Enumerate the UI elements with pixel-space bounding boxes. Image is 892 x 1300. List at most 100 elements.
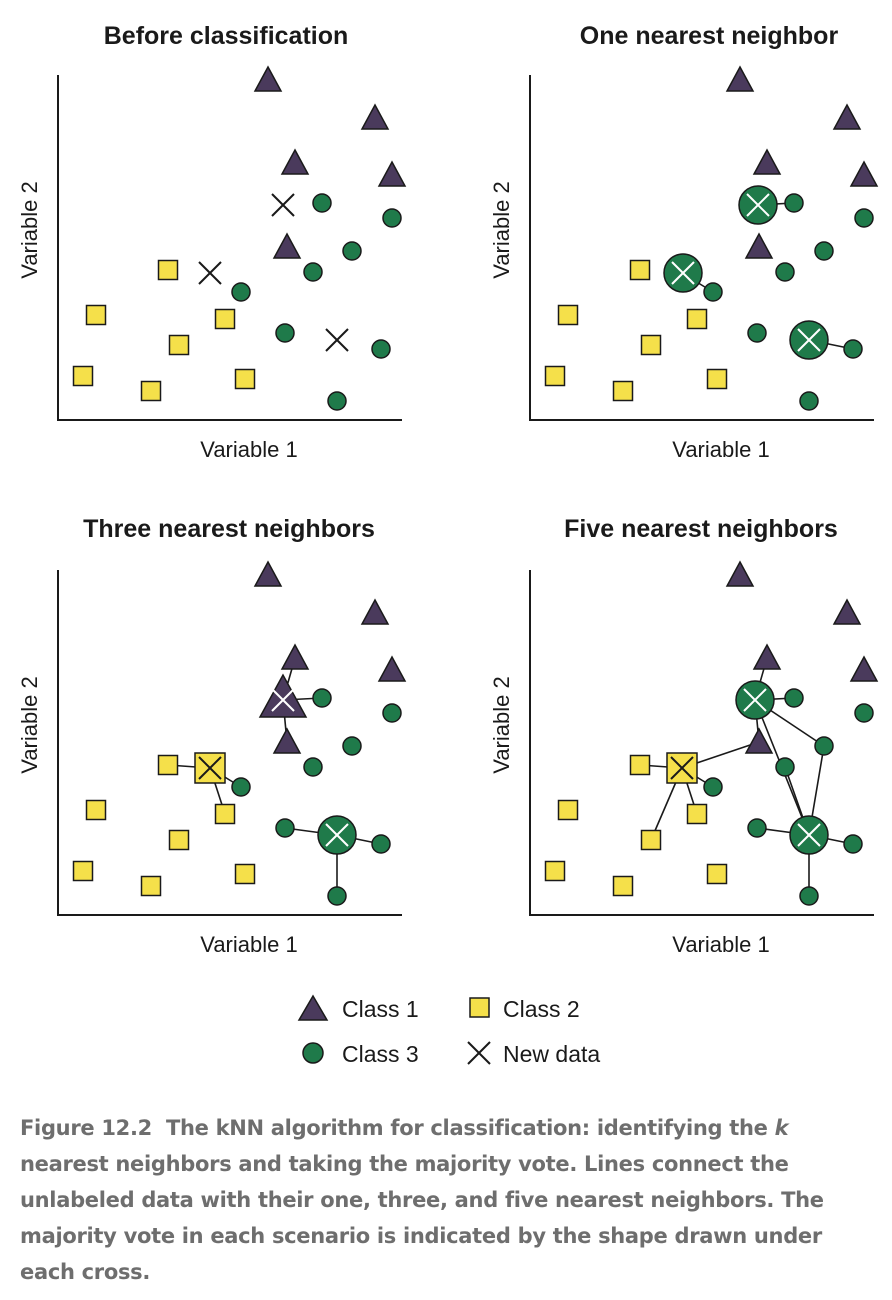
class1-triangle [377, 655, 407, 682]
class2-square [72, 860, 94, 882]
caption-k: k [774, 1116, 789, 1140]
legend-triangle-icon [297, 994, 329, 1021]
new-data-cross-stroke [746, 193, 770, 217]
new-data-points [194, 185, 829, 855]
class3-circle [371, 834, 391, 854]
new-data-cross-stroke [670, 756, 694, 780]
class3-circle [703, 777, 723, 797]
class2-square [140, 875, 162, 897]
class3-circle [747, 323, 767, 343]
x-axis-label-1: Variable 1 [200, 437, 297, 462]
legend-new-data-label: New data [503, 1041, 600, 1067]
class3-circle [327, 391, 347, 411]
legend: Class 1 Class 2 Class 3 New data [297, 994, 600, 1067]
x-axis-label-2: Variable 1 [672, 437, 769, 462]
class2-square [214, 308, 236, 330]
class2-square [85, 304, 107, 326]
caption-figure-number: Figure 12.2 [20, 1116, 152, 1140]
class2-square [557, 799, 579, 821]
axes-panel-3 [57, 570, 402, 916]
new-data-cross-stroke [325, 328, 349, 352]
x-axis-label-3: Variable 1 [200, 932, 297, 957]
class1-triangle [253, 65, 283, 92]
class1-triangle [744, 727, 774, 754]
class3-circle [814, 241, 834, 261]
class2-square [640, 829, 662, 851]
class2-square [214, 803, 236, 825]
class1-triangle [752, 643, 782, 670]
y-axis-label-2: Variable 2 [489, 181, 514, 278]
y-axis-label-3: Variable 2 [17, 676, 42, 773]
new-data-cross-stroke [198, 756, 222, 780]
class3-circle [342, 736, 362, 756]
class1-triangle [849, 160, 879, 187]
panel-title-one-nn: One nearest neighbor [580, 22, 839, 50]
class3-circle [799, 391, 819, 411]
class3-circle [784, 193, 804, 213]
panel-title-before: Before classification [104, 22, 349, 50]
legend-cross-icon [467, 1041, 491, 1065]
class2-square [706, 863, 728, 885]
neighbor-lines [167, 202, 854, 896]
new-data-cross-stroke [671, 261, 695, 285]
new-data-cross-stroke [797, 328, 821, 352]
class2-square [629, 754, 651, 776]
class1-triangle [744, 232, 774, 259]
class2-square [234, 368, 256, 390]
class2-square [544, 365, 566, 387]
majority-class1-triangle [258, 673, 308, 718]
class1-triangle [360, 598, 390, 625]
legend-class1-label: Class 1 [342, 996, 419, 1022]
class2-square [168, 334, 190, 356]
class3-circle [703, 282, 723, 302]
figure-caption: Figure 12.2 The kNN algorithm for classif… [20, 1110, 882, 1290]
class3-circle [775, 757, 795, 777]
caption-text-end: nearest neighbors and taking the majorit… [20, 1152, 824, 1284]
class1-triangle [832, 103, 862, 130]
new-data-cross-stroke [325, 823, 349, 847]
x-axis-label-4: Variable 1 [672, 932, 769, 957]
class3-circle [303, 757, 323, 777]
y-axis-label-4: Variable 2 [489, 676, 514, 773]
class2-square [686, 803, 708, 825]
class1-triangle [280, 148, 310, 175]
class3-circle [814, 736, 834, 756]
class3-circle [843, 339, 863, 359]
axes-panel-2 [529, 75, 874, 421]
class2-square [686, 308, 708, 330]
class1-triangle [253, 560, 283, 587]
class2-square [157, 754, 179, 776]
class3-circle [275, 323, 295, 343]
class1-triangle [360, 103, 390, 130]
class3-circle [312, 688, 332, 708]
new-data-cross-stroke [271, 193, 295, 217]
axes-panel-4 [529, 570, 874, 916]
class2-square [612, 875, 634, 897]
class3-circle [382, 208, 402, 228]
class1-triangle [752, 148, 782, 175]
class3-circle [382, 703, 402, 723]
class2-square [157, 259, 179, 281]
class3-circle [775, 262, 795, 282]
class3-circle [231, 282, 251, 302]
legend-square-icon [469, 997, 490, 1018]
class3-circle [784, 688, 804, 708]
knn-figure: Before classification One nearest neighb… [17, 22, 879, 1067]
class3-circle [342, 241, 362, 261]
class3-circle [747, 818, 767, 838]
class3-circle [854, 703, 874, 723]
class3-circle [275, 818, 295, 838]
class2-square [557, 304, 579, 326]
class2-square [85, 799, 107, 821]
class1-triangle [725, 65, 755, 92]
class2-square [140, 380, 162, 402]
class2-square [629, 259, 651, 281]
class2-square [612, 380, 634, 402]
class1-triangle [272, 232, 302, 259]
caption-text-start: The kNN algorithm for classification: id… [165, 1116, 775, 1140]
class1-triangle [272, 727, 302, 754]
class1-triangle [832, 598, 862, 625]
class2-square [234, 863, 256, 885]
panel-axes [57, 75, 874, 916]
new-data-cross-stroke [743, 688, 767, 712]
